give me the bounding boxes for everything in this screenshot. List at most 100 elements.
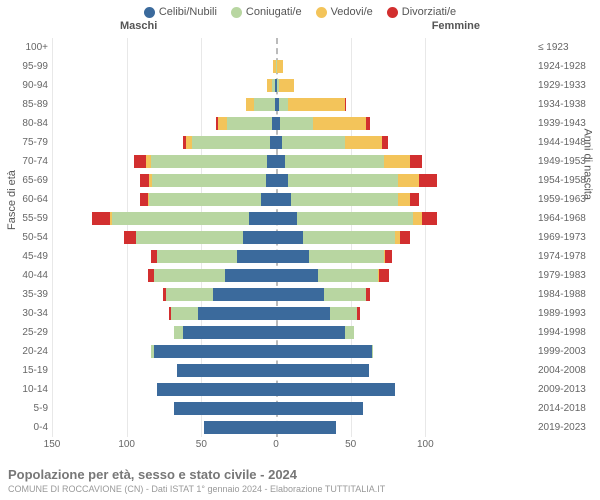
- segment: [324, 288, 366, 301]
- bar-wrap: [52, 250, 500, 263]
- age-row: 75-791944-1948: [0, 133, 600, 152]
- segment: [313, 117, 365, 130]
- y-label-age: 35-39: [0, 285, 48, 304]
- y-label-age: 25-29: [0, 323, 48, 342]
- bar-male: [151, 250, 276, 263]
- bar-male: [148, 269, 276, 282]
- segment: [385, 250, 392, 263]
- y-label-age: 65-69: [0, 171, 48, 190]
- bar-female: [276, 250, 392, 263]
- header-female: Femmine: [432, 20, 480, 32]
- legend-label: Vedovi/e: [331, 6, 373, 18]
- segment: [410, 155, 422, 168]
- segment: [279, 79, 294, 92]
- segment: [140, 193, 147, 206]
- y-label-birth: 1959-1963: [538, 190, 600, 209]
- y-label-age: 5-9: [0, 399, 48, 418]
- segment: [318, 269, 378, 282]
- legend-label: Coniugati/e: [246, 6, 302, 18]
- segment: [366, 117, 370, 130]
- segment: [213, 288, 276, 301]
- legend-swatch: [316, 7, 327, 18]
- age-row: 80-841939-1943: [0, 114, 600, 133]
- segment: [218, 117, 227, 130]
- segment: [276, 383, 395, 396]
- bar-wrap: [52, 174, 500, 187]
- y-label-birth: 1999-2003: [538, 342, 600, 361]
- segment: [384, 155, 411, 168]
- y-label-age: 15-19: [0, 361, 48, 380]
- segment: [419, 174, 437, 187]
- population-pyramid: 100+≤ 192395-991924-192890-941929-193385…: [0, 38, 600, 455]
- y-label-age: 90-94: [0, 76, 48, 95]
- age-row: 55-591964-1968: [0, 209, 600, 228]
- segment: [282, 136, 345, 149]
- segment: [400, 231, 410, 244]
- bar-female: [276, 79, 294, 92]
- y-label-age: 60-64: [0, 190, 48, 209]
- bar-wrap: [52, 307, 500, 320]
- bar-wrap: [52, 41, 500, 54]
- segment: [154, 269, 226, 282]
- segment: [174, 326, 183, 339]
- y-label-birth: ≤ 1923: [538, 38, 600, 57]
- bar-male: [124, 231, 276, 244]
- chart-footer: Popolazione per età, sesso e stato civil…: [8, 467, 385, 494]
- bar-wrap: [52, 383, 500, 396]
- segment: [276, 231, 303, 244]
- x-tick: 100: [118, 439, 135, 450]
- y-label-birth: 1939-1943: [538, 114, 600, 133]
- bar-male: [267, 79, 276, 92]
- age-row: 70-741949-1953: [0, 152, 600, 171]
- segment: [398, 174, 419, 187]
- x-tick: 100: [417, 439, 434, 450]
- bar-female: [276, 193, 419, 206]
- segment: [291, 193, 399, 206]
- y-label-birth: 1979-1983: [538, 266, 600, 285]
- bar-female: [276, 269, 389, 282]
- legend-item: Celibi/Nubili: [144, 6, 217, 18]
- segment: [136, 231, 244, 244]
- x-tick: 50: [196, 439, 207, 450]
- segment: [177, 364, 276, 377]
- y-label-age: 10-14: [0, 380, 48, 399]
- segment: [157, 383, 276, 396]
- bar-wrap: [52, 345, 500, 358]
- bar-male: [140, 193, 276, 206]
- segment: [366, 288, 370, 301]
- y-label-age: 75-79: [0, 133, 48, 152]
- segment: [410, 193, 419, 206]
- bar-female: [276, 212, 437, 225]
- bar-male: [177, 364, 276, 377]
- segment: [149, 193, 261, 206]
- segment: [124, 231, 136, 244]
- segment: [112, 212, 249, 225]
- bar-wrap: [52, 155, 500, 168]
- segment: [246, 98, 253, 111]
- y-label-birth: 2004-2008: [538, 361, 600, 380]
- legend-label: Celibi/Nubili: [159, 6, 217, 18]
- segment: [276, 364, 369, 377]
- segment: [276, 326, 345, 339]
- y-label-birth: 1954-1958: [538, 171, 600, 190]
- y-label-birth: 1974-1978: [538, 247, 600, 266]
- segment: [422, 212, 437, 225]
- segment: [280, 117, 313, 130]
- bar-male: [246, 98, 276, 111]
- bar-male: [169, 307, 277, 320]
- bar-female: [276, 383, 395, 396]
- legend-item: Vedovi/e: [316, 6, 373, 18]
- segment: [357, 307, 360, 320]
- bar-wrap: [52, 212, 500, 225]
- bar-wrap: [52, 79, 500, 92]
- segment: [276, 212, 297, 225]
- segment: [372, 345, 373, 358]
- segment: [140, 174, 149, 187]
- segment: [249, 212, 276, 225]
- segment: [227, 117, 272, 130]
- segment: [288, 98, 345, 111]
- bar-female: [276, 326, 354, 339]
- segment: [243, 231, 276, 244]
- y-label-age: 0-4: [0, 418, 48, 437]
- bar-male: [174, 326, 276, 339]
